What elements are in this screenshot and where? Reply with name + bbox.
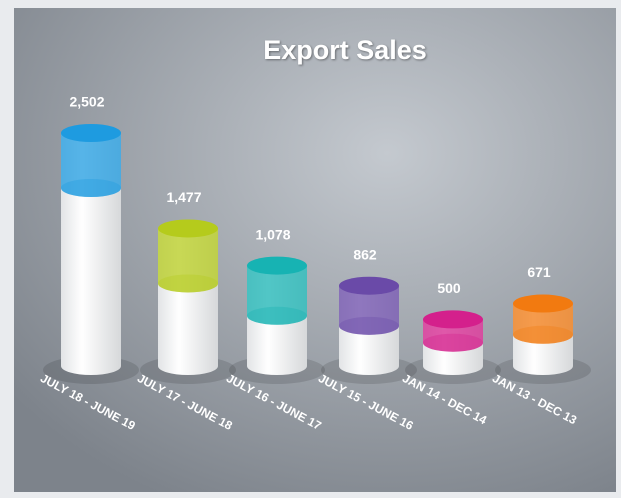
cylinder-cap (158, 228, 218, 293)
value-label: 2,502 (69, 94, 104, 110)
cylinder-top (61, 124, 121, 142)
cylinder-top (158, 219, 218, 238)
value-label: 1,477 (166, 189, 201, 205)
cylinder-top (513, 294, 573, 313)
cylinder-top (423, 310, 483, 329)
cylinder (140, 219, 236, 384)
cylinder-cap (513, 303, 573, 344)
cylinder-cap (339, 285, 399, 335)
cylinder-cap-bottom (339, 316, 399, 335)
cylinder (405, 310, 501, 384)
cylinder (229, 256, 325, 384)
cylinder-top (247, 256, 307, 275)
cylinder-cap (247, 265, 307, 325)
cylinder-top (339, 276, 399, 295)
cylinder (43, 124, 139, 384)
value-label: 671 (527, 264, 551, 280)
cylinder-cap-bottom (158, 274, 218, 293)
cylinder-cap-bottom (423, 333, 483, 352)
cylinder-cap-bottom (247, 306, 307, 325)
cylinder-cap-bottom (513, 325, 573, 344)
cylinder-cap (423, 319, 483, 352)
value-label: 1,078 (255, 226, 290, 242)
cylinder (321, 276, 417, 384)
value-label: 500 (437, 280, 461, 296)
chart-title: Export Sales (263, 35, 427, 65)
cylinder-cap-bottom (61, 179, 121, 197)
cylinder-cap (61, 133, 121, 197)
value-label: 862 (353, 246, 377, 262)
cylinder (495, 294, 591, 384)
